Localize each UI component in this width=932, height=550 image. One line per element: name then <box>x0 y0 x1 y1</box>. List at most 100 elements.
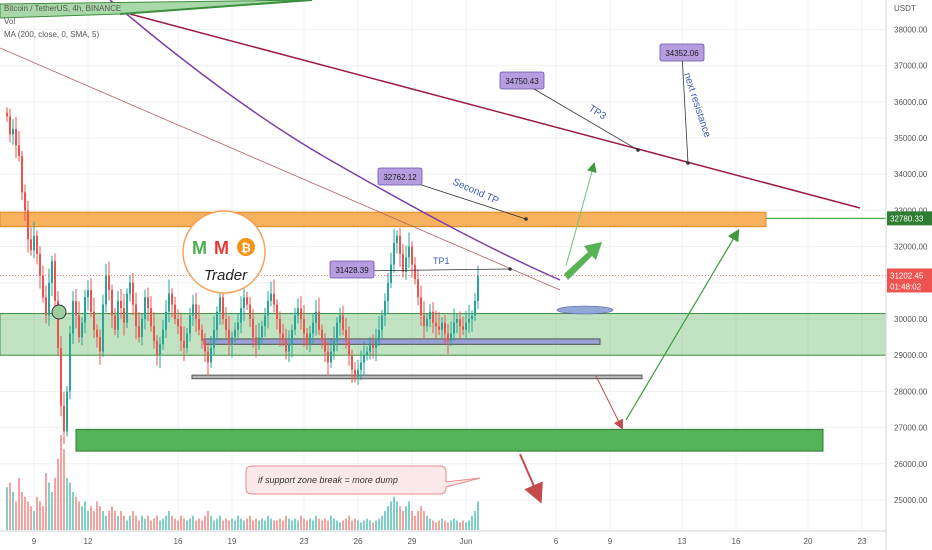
candle-body <box>216 311 218 330</box>
price-axis-unit: USDT <box>894 4 916 13</box>
candle-body <box>105 275 107 305</box>
candle-body <box>93 311 95 330</box>
volume-bar <box>360 522 362 530</box>
candle-body <box>399 235 401 254</box>
volume-bar <box>420 506 422 530</box>
trend-line-next-resistance <box>129 13 861 209</box>
volume-bar <box>294 518 296 530</box>
volume-bar <box>48 482 50 530</box>
price-tick-label: 35000.00 <box>894 134 928 143</box>
volume-bar <box>42 506 44 530</box>
candle-body <box>9 116 11 135</box>
volume-bar <box>453 518 455 530</box>
candle-body <box>156 340 158 356</box>
time-axis[interactable]: 9 12 16 19 23 26 29 Jun 6 9 13 16 20 23 <box>0 530 886 546</box>
volume-bar <box>102 511 104 530</box>
down-arrow <box>595 375 623 430</box>
volume-bar <box>243 520 245 530</box>
candle-body <box>378 329 380 341</box>
volume-bar <box>195 520 197 530</box>
volume-bar <box>33 511 35 530</box>
candle-body <box>96 329 98 338</box>
volume-bar <box>324 518 326 530</box>
candle-body <box>81 322 83 338</box>
current-price-label: 31202.45 <box>890 271 924 280</box>
candle-body <box>78 315 80 338</box>
candle-body <box>243 297 245 309</box>
volume-bar <box>267 515 269 530</box>
candles <box>6 107 479 445</box>
volume-bar <box>240 518 242 530</box>
candle-body <box>372 344 374 348</box>
volume-bar <box>24 496 26 530</box>
candle-body <box>39 253 41 276</box>
candle-body <box>255 337 257 345</box>
volume-bar <box>429 518 431 530</box>
ma-line <box>109 0 561 281</box>
time-tick-label: 20 <box>804 537 813 546</box>
candle-body <box>276 304 278 319</box>
volume-bar <box>6 487 8 530</box>
candle-body <box>408 246 410 258</box>
candle-body <box>420 297 422 316</box>
volume-bar <box>477 501 479 530</box>
volume-bar <box>51 492 53 530</box>
candle-body <box>237 322 239 330</box>
volume-bar <box>204 515 206 530</box>
volume-bar <box>18 477 20 530</box>
logo-coin-symbol: ₿ <box>241 241 251 255</box>
candle-body <box>24 192 26 211</box>
volume-bar <box>327 520 329 530</box>
price-tick-label: 36000.00 <box>894 98 928 107</box>
candle-body <box>162 329 164 345</box>
candle-body <box>477 275 479 301</box>
candle-body <box>258 337 260 345</box>
volume-bar <box>363 520 365 530</box>
candle-body <box>33 235 35 251</box>
up-arrow-long <box>625 228 740 421</box>
volume-legend[interactable]: Vol <box>4 17 16 26</box>
volume-bar <box>474 511 476 530</box>
candle-body <box>153 326 155 341</box>
candle-body <box>147 297 149 309</box>
volume-bar <box>279 518 281 530</box>
zone-support <box>0 313 887 356</box>
volume-bar <box>375 520 377 530</box>
time-tick-label: Jun <box>460 537 473 546</box>
volume-bar <box>207 511 209 530</box>
zone-resistance <box>0 211 767 228</box>
candle-body <box>192 304 194 316</box>
candle-body <box>327 351 329 363</box>
current-price-countdown: 01:48:02 <box>890 282 922 291</box>
time-tick-label: 6 <box>554 537 559 546</box>
symbol-legend[interactable]: Bitcoin / TetherUS, 4h, BINANCE <box>4 4 122 13</box>
volume-bar <box>300 515 302 530</box>
volume-bar <box>435 522 437 530</box>
time-tick-label: 29 <box>408 537 417 546</box>
ma-legend[interactable]: MA (200, close, 0, SMA, 5) <box>4 30 100 39</box>
candle-body <box>462 326 464 330</box>
volume-bar <box>165 515 167 530</box>
volume-bar <box>114 511 116 530</box>
volume-bar <box>21 492 23 530</box>
volume-bar <box>384 511 386 530</box>
candle-body <box>306 333 308 345</box>
resistance-price-tag <box>887 211 932 226</box>
volume-bar <box>306 520 308 530</box>
volume-bar <box>162 518 164 530</box>
candle-body <box>18 145 20 157</box>
candle-body <box>183 340 185 348</box>
price-callout-box <box>499 71 545 90</box>
candle-body <box>339 315 341 323</box>
time-tick-label: 23 <box>300 537 309 546</box>
price-axis[interactable]: 25000.00 26000.00 27000.00 28000.00 29000.00… <box>885 0 932 550</box>
volume-bar <box>72 492 74 530</box>
candle-body <box>384 300 386 316</box>
time-tick-label: 12 <box>84 537 93 546</box>
candle-body <box>75 300 77 316</box>
candle-body <box>219 297 221 312</box>
candle-body <box>177 319 179 327</box>
volume-bar <box>447 522 449 530</box>
volume-bar <box>255 518 257 530</box>
